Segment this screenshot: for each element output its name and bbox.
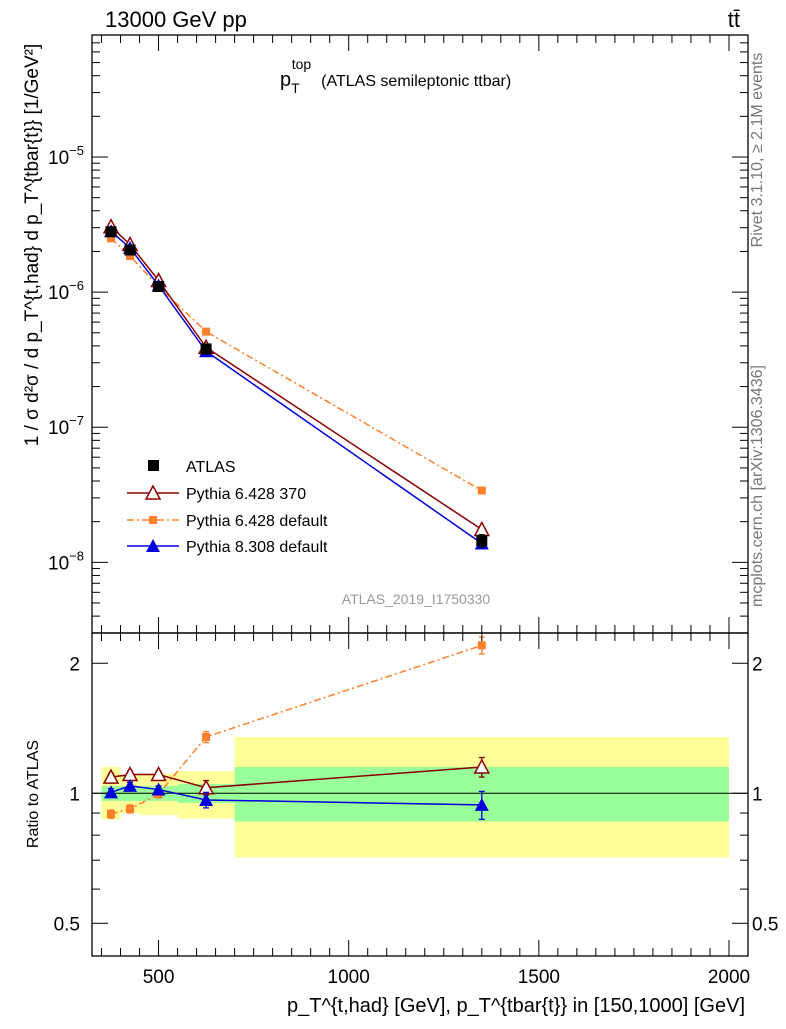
main-pythia-6-428-default-point xyxy=(107,234,116,243)
rivet-label: Rivet 3.1.10, ≥ 2.1M events xyxy=(749,53,766,248)
main-ticks xyxy=(92,34,749,634)
legend-label-p6-370: Pythia 6.428 370 xyxy=(186,486,306,503)
plot-title: pTtop (ATLAS semileptonic ttbar) xyxy=(280,56,511,96)
main-plot-area xyxy=(102,218,491,550)
main-y-tick-label-exponent: −7 xyxy=(69,413,84,428)
energy-label: 13000 GeV pp xyxy=(105,7,247,32)
main-y-tick-label: 10−5 xyxy=(48,143,84,169)
main-pythia-6-428-370-line xyxy=(110,226,483,531)
main-panel: 10−810−710−610−5 pTtop(ATLAS semileptoni… xyxy=(22,34,749,634)
main-y-tick-labels: 10−810−710−610−5 xyxy=(48,143,84,574)
ratio-y-tick-label-right-2: 2 xyxy=(752,654,763,675)
legend-label-p6-default: Pythia 6.428 default xyxy=(186,513,328,530)
main-atlas-point xyxy=(200,343,212,355)
main-y-tick-label-base: 10 xyxy=(48,553,69,574)
ratio-y-tick-label-left-1: 1 xyxy=(69,784,80,805)
ratio-pythia-6-428-default-point xyxy=(477,641,486,650)
legend: ATLAS Pythia 6.428 370 Pythia 6.428 defa… xyxy=(127,459,328,556)
ratio-y-tick-label-right-0: 0.5 xyxy=(752,914,778,935)
main-y-tick-label-exponent: −5 xyxy=(69,143,84,158)
main-pythia-6-428-default-line xyxy=(110,237,483,492)
legend-marker-p6-370 xyxy=(144,484,162,500)
main-y-tick-label: 10−6 xyxy=(48,278,84,304)
ratio-pythia-8-308-default-point xyxy=(151,782,166,796)
main-y-tick-label-base: 10 xyxy=(48,148,69,169)
ratio-pythia-6-428-370-point xyxy=(473,758,491,774)
analysis-id: ATLAS_2019_I1750330 xyxy=(342,591,491,607)
mcplots-label: mcplots.cern.ch [arXiv:1306.3436] xyxy=(749,365,766,607)
legend-marker-p8-default xyxy=(146,539,160,552)
main-pythia-6-428-370-point xyxy=(473,520,491,537)
ratio-y-axis-label: Ratio to ATLAS xyxy=(25,740,42,848)
plot-title-rest: (ATLAS semileptonic ttbar) xyxy=(321,73,511,90)
x-axis-label: p_T^{t,had} [GeV], p_T^{tbar{t}} in [150… xyxy=(287,995,745,1017)
ratio-frame xyxy=(91,632,749,957)
plot-title-p: p xyxy=(280,69,291,91)
plot-title-sub: T xyxy=(291,80,300,96)
x-tick-label-1500: 1500 xyxy=(518,967,560,988)
ratio-pythia-8-308-default-point xyxy=(123,778,138,792)
ratio-y-tick-label-right-1: 1 xyxy=(752,784,763,805)
process-label: tt̄ xyxy=(728,7,740,32)
ratio-pythia-6-428-default-point xyxy=(202,732,211,741)
main-y-tick-label-base: 10 xyxy=(48,283,69,304)
x-tick-label-500: 500 xyxy=(143,967,175,988)
main-atlas-point xyxy=(153,281,165,293)
main-atlas-point xyxy=(124,244,136,256)
ratio-pythia-8-308-default-point xyxy=(474,797,489,811)
x-tick-label-1000: 1000 xyxy=(328,967,370,988)
ratio-pythia-8-308-default-point xyxy=(199,792,214,806)
main-y-tick-label: 10−7 xyxy=(48,413,84,439)
ratio-pythia-6-428-370-point xyxy=(102,768,120,784)
legend-label-atlas: ATLAS xyxy=(186,459,236,476)
ratio-y-tick-label-left-2: 2 xyxy=(69,654,80,675)
main-y-tick-label-exponent: −6 xyxy=(69,278,84,293)
main-atlas-point xyxy=(476,535,488,547)
ratio-pythia-6-428-default-point xyxy=(107,810,116,819)
ratio-plot-area xyxy=(102,636,491,821)
main-pythia-6-428-default-point xyxy=(202,327,211,336)
main-y-axis-label: 1 / σ d²σ / d p_T^{t,had} d p_T^{tbar{t}… xyxy=(22,44,43,447)
main-y-tick-label: 10−8 xyxy=(48,548,84,574)
main-atlas-point xyxy=(105,226,117,238)
x-tick-label-2000: 2000 xyxy=(708,967,750,988)
main-pythia-6-428-default-point xyxy=(477,486,486,495)
ratio-pythia-8-308-default-point xyxy=(104,785,119,799)
ratio-pythia-6-428-default-point xyxy=(126,804,135,813)
main-y-tick-label-exponent: −8 xyxy=(69,548,84,563)
legend-marker-atlas xyxy=(148,460,159,471)
ratio-ticks xyxy=(92,633,749,956)
ratio-panel: 0.5 1 2 0.5 1 2 500 1000 1500 2000 Ratio… xyxy=(25,632,778,1017)
plot-title-sup: top xyxy=(292,56,312,72)
legend-label-p8-default: Pythia 8.308 default xyxy=(186,539,328,556)
main-pythia-6-428-default-point xyxy=(126,252,135,261)
main-y-tick-label-base: 10 xyxy=(48,418,69,439)
legend-marker-p6-default xyxy=(149,516,157,524)
ratio-y-tick-label-left-0: 0.5 xyxy=(54,914,80,935)
ratio-pythia-6-428-370-point xyxy=(150,765,167,782)
